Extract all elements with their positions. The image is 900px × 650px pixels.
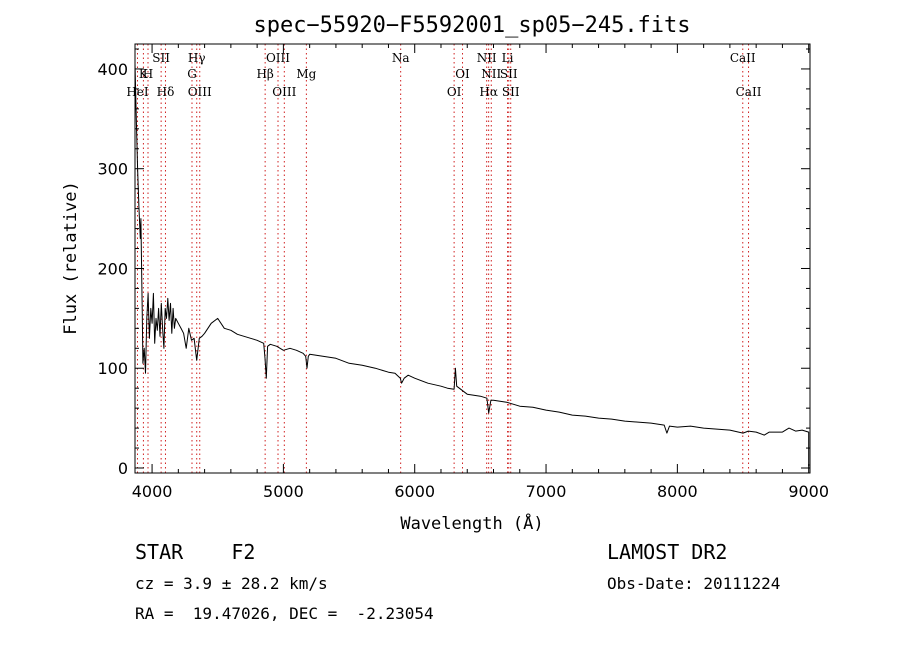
- spectral-line-label: Hγ: [188, 51, 206, 65]
- x-axis: 4000 5000 6000 7000 8000 9000: [132, 44, 829, 501]
- spectral-line-label: Hδ: [157, 85, 175, 99]
- spectral-line-label: Na: [392, 51, 410, 65]
- x-tick-label: 6000: [394, 482, 435, 501]
- spectral-line-label: Mg: [296, 67, 316, 81]
- y-tick-label: 400: [97, 60, 128, 79]
- y-axis: 0 100 200 300 400: [97, 48, 810, 478]
- y-tick-label: 200: [97, 259, 128, 278]
- spectral-line-label: SII: [502, 85, 520, 99]
- y-tick-label: 100: [97, 359, 128, 378]
- spectral-line-label: SII: [500, 67, 518, 81]
- x-tick-label: 5000: [263, 482, 304, 501]
- plot-frame: [134, 43, 811, 474]
- x-tick-label: 7000: [526, 482, 567, 501]
- coordinates: RA = 19.47026, DEC = -2.23054: [135, 604, 434, 623]
- spectral-line-label: OI: [447, 85, 462, 99]
- spectral-line-label: OIII: [188, 85, 212, 99]
- spectral-line-label: NII: [477, 51, 497, 65]
- spectral-line-label: Hα: [479, 85, 498, 99]
- spectral-line-label: CaII: [730, 51, 756, 65]
- object-class: STAR F2: [135, 540, 256, 564]
- spectral-line-label: K: [139, 67, 149, 81]
- survey-name: LAMOST DR2: [607, 540, 728, 564]
- spectral-line-label: Hβ: [256, 67, 273, 81]
- spectral-line-label: Li: [502, 51, 514, 65]
- spectral-line-label: OI: [455, 67, 470, 81]
- spectral-line-label: NII: [481, 67, 501, 81]
- redshift-velocity: cz = 3.9 ± 28.2 km/s: [135, 574, 328, 593]
- spectrum-chart: spec−55920−F5592001_sp05−245.fits 4000 50…: [61, 13, 829, 534]
- spectral-line-label: SII: [152, 51, 170, 65]
- spectrum-series: [134, 63, 810, 466]
- y-axis-label: Flux (relative): [61, 181, 81, 335]
- spectral-line-label: HeI: [126, 85, 149, 99]
- spectral-line-markers: [136, 44, 750, 473]
- spectral-line-label: OIII: [272, 85, 296, 99]
- spectrum-line: [134, 63, 810, 466]
- x-tick-label: 4000: [132, 482, 173, 501]
- y-tick-label: 300: [97, 160, 128, 179]
- x-tick-label: 8000: [657, 482, 698, 501]
- x-tick-label: 9000: [788, 482, 829, 501]
- spectral-line-labels: HeIKHSIIHδGHγOIIIHβOIIIOIIIMgNaOIOINIIHα…: [126, 51, 761, 99]
- observation-date: Obs-Date: 20111224: [607, 574, 781, 593]
- spectral-line-label: OIII: [266, 51, 290, 65]
- spectral-line-label: CaII: [736, 85, 762, 99]
- spectral-line-label: G: [187, 67, 197, 81]
- chart-title: spec−55920−F5592001_sp05−245.fits: [253, 13, 690, 38]
- spectral-line-label: H: [143, 67, 153, 81]
- x-axis-label: Wavelength (Å): [400, 512, 543, 534]
- y-tick-label: 0: [118, 459, 128, 478]
